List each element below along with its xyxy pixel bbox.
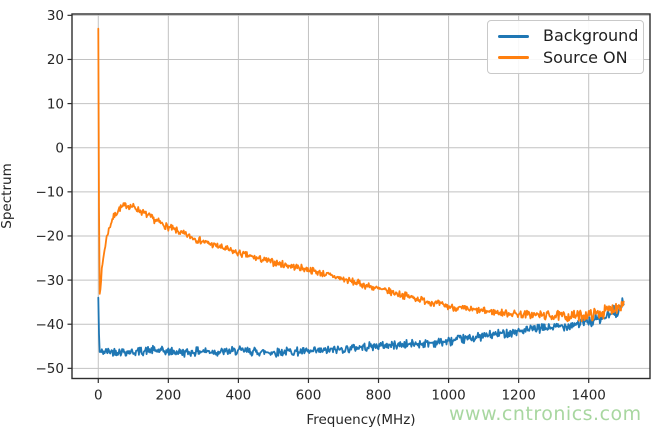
legend-label-source-on: Source ON bbox=[543, 47, 628, 67]
legend-item-background: Background bbox=[498, 28, 638, 44]
y-tick-label: 10 bbox=[47, 96, 64, 112]
series-source-on-line bbox=[97, 27, 625, 323]
y-axis-label: Spectrum bbox=[0, 163, 15, 228]
x-tick-label: 600 bbox=[296, 388, 322, 404]
y-tick-label: −50 bbox=[36, 361, 65, 377]
x-tick-label: 800 bbox=[366, 388, 392, 404]
plot-border bbox=[71, 13, 651, 380]
legend-line-swatch-background bbox=[498, 34, 529, 38]
legend-line-swatch-source-on bbox=[498, 56, 529, 60]
y-tick-label: −30 bbox=[36, 273, 65, 289]
axes-spines bbox=[71, 13, 651, 380]
x-tick-label: 1000 bbox=[431, 388, 465, 404]
y-tick-label: −10 bbox=[36, 185, 65, 201]
legend-item-source-on: Source ON bbox=[498, 47, 633, 67]
legend: Background Source ON bbox=[487, 20, 644, 74]
y-tick-label: 20 bbox=[47, 52, 64, 68]
x-axis-label: Frequency(MHz) bbox=[306, 412, 415, 428]
watermark: www.cntronics.com bbox=[449, 403, 642, 425]
x-tick-label: 1400 bbox=[572, 388, 606, 404]
y-tick-label: −40 bbox=[36, 317, 65, 333]
x-tick-label: 1200 bbox=[501, 388, 535, 404]
axis-ticks: 0 200 400 600 800 1000 1200 1400 30 20 10 0 −10 −20 −3… bbox=[36, 8, 606, 403]
y-tick-label: −20 bbox=[36, 229, 65, 245]
x-tick-label: 400 bbox=[226, 388, 252, 404]
y-tick-label: 0 bbox=[55, 140, 64, 156]
series-background-line bbox=[97, 296, 625, 358]
legend-label-background: Background bbox=[543, 26, 639, 46]
x-tick-label: 0 bbox=[94, 388, 103, 404]
series-layer bbox=[97, 27, 625, 358]
y-tick-label: 30 bbox=[47, 8, 64, 24]
x-tick-label: 200 bbox=[155, 388, 181, 404]
